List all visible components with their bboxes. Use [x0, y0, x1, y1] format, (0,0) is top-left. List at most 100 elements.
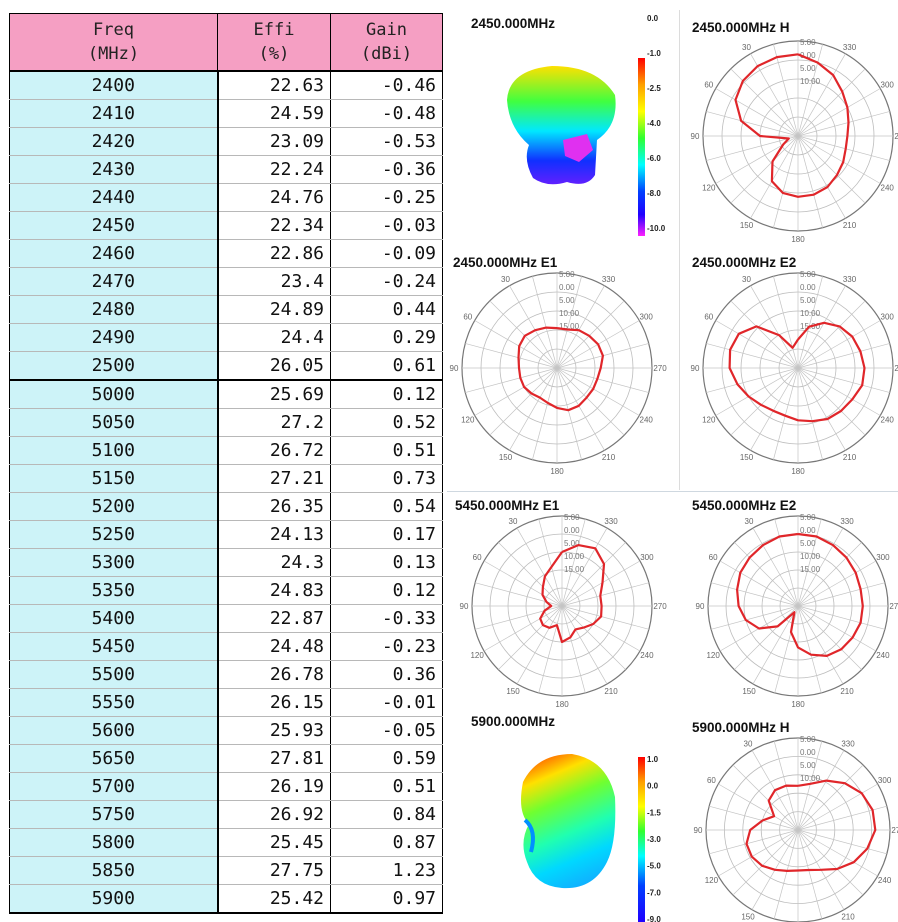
colorbar-ticks: 0.0 -1.0 -2.5 -4.0 -6.0 -8.0 -10.0 — [647, 14, 666, 233]
polar-spoke — [797, 605, 822, 694]
polar-spoke — [797, 829, 864, 896]
table-row: 5750 26.92 0.84 — [9, 800, 443, 829]
polar-spoke — [797, 44, 823, 137]
angle-label: 210 — [602, 453, 616, 462]
polar-spoke — [538, 518, 563, 607]
angle-label: 120 — [461, 416, 475, 425]
gain-cell: 0.52 — [330, 408, 443, 437]
polar-spoke — [732, 764, 799, 831]
pattern-trace — [517, 326, 604, 412]
gain-cell: 0.59 — [330, 744, 443, 773]
table-row: 2440 24.76 -0.25 — [9, 183, 443, 212]
polar-spoke — [750, 135, 799, 219]
angle-label: 300 — [881, 313, 895, 322]
polar-spoke — [750, 53, 799, 137]
polar-spoke — [797, 276, 823, 369]
freq-cell: 2480 — [9, 295, 219, 324]
panel-polar-5900-h: 5900.000MHz H 30 330 60 300 90 270 120 240 150 21… — [682, 712, 898, 922]
angle-label: 270 — [653, 602, 667, 611]
angle-label: 30 — [745, 517, 754, 526]
panel-3d-2450: 2450.000MHz 0.0 -1.0 -2.5 -4.0 -6.0 -8.0 -10.0 — [447, 10, 679, 245]
angle-label: 90 — [694, 826, 703, 835]
table-row: 5200 26.35 0.54 — [9, 492, 443, 521]
freq-cell: 5450 — [9, 632, 219, 661]
angle-label: 120 — [702, 416, 716, 425]
table-row: 2470 23.4 -0.24 — [9, 267, 443, 296]
polar-spoke — [797, 605, 886, 630]
panel-3d-5900: 5900.000MHz 1.0 0.0 -1.5 -3.0 -5.0 -7.0 -9.0 — [447, 712, 679, 922]
freq-cell: 5000 — [9, 379, 219, 409]
polar-spoke — [561, 527, 608, 607]
polar-spoke — [797, 783, 878, 831]
gain-cell: 0.13 — [330, 548, 443, 577]
effi-cell: 26.15 — [217, 688, 331, 717]
radial-tick-label: 10.00 — [559, 309, 580, 318]
pattern-trace — [736, 532, 864, 657]
polar-spoke — [706, 135, 799, 161]
angle-label: 90 — [691, 132, 700, 141]
effi-cell: 26.05 — [217, 351, 331, 381]
polar-spoke — [706, 111, 799, 137]
polar-spoke — [538, 605, 563, 694]
polar-spoke — [797, 829, 823, 919]
freq-cell: 2500 — [9, 351, 219, 381]
effi-cell: 25.69 — [217, 379, 331, 409]
radial-tick-label: 5.00 — [800, 539, 816, 548]
panel-polar-2450-e1: 2450.000MHz E1 30 330 60 300 90 270 120 240 150 2… — [447, 248, 679, 488]
effi-cell: 22.63 — [217, 71, 331, 100]
polar-spoke — [561, 542, 626, 607]
polar-spoke — [489, 300, 558, 369]
polar-spoke — [561, 605, 586, 694]
freq-cell: 5800 — [9, 828, 219, 857]
polar-spoke — [797, 53, 846, 137]
gain-cell: 0.61 — [330, 351, 443, 381]
pattern-trace — [728, 321, 866, 423]
polar-spoke — [483, 560, 563, 607]
polar-spoke — [556, 367, 582, 460]
angle-label: 270 — [891, 826, 898, 835]
effi-cell: 25.93 — [217, 716, 331, 745]
freq-cell: 2430 — [9, 155, 219, 184]
pattern-3d-2450: 0.0 -1.0 -2.5 -4.0 -6.0 -8.0 -10.0 — [507, 14, 666, 236]
polar-spoke — [709, 829, 799, 855]
polar-spoke — [709, 805, 799, 831]
gain-cell: -0.09 — [330, 239, 443, 268]
radial-tick-label: 5.00 — [559, 296, 575, 305]
effi-cell: 22.24 — [217, 155, 331, 184]
freq-cell: 5500 — [9, 660, 219, 689]
data-table: Freq (MHz) Effi (%) Gain (dBi) 2400 22.63 -0.… — [9, 13, 443, 914]
table-row: 5850 27.75 1.23 — [9, 856, 443, 885]
freq-cell: 5250 — [9, 520, 219, 549]
polar-spoke — [797, 367, 881, 416]
gain-cell: -0.23 — [330, 632, 443, 661]
gain-cell: 0.87 — [330, 828, 443, 857]
polar-spoke — [797, 741, 823, 831]
table-row: 2480 24.89 0.44 — [9, 295, 443, 324]
table-row: 5700 26.19 0.51 — [9, 772, 443, 801]
colorbar-tick-label: -5.0 — [647, 862, 661, 871]
polar-spoke — [718, 783, 799, 831]
radial-tick-label: 10.00 — [564, 552, 585, 561]
angle-label: 240 — [878, 876, 892, 885]
panel-polar-2450-e2: 2450.000MHz E2 30 330 60 300 90 270 120 240 150 2… — [682, 248, 898, 488]
polar-spoke — [719, 560, 799, 607]
freq-cell: 2470 — [9, 267, 219, 296]
angle-label: 120 — [706, 651, 720, 660]
polar-spoke — [750, 285, 799, 369]
polar-spoke — [797, 135, 823, 228]
angle-label: 150 — [740, 221, 754, 230]
pattern-trace — [539, 544, 606, 644]
polar-spoke — [715, 367, 799, 416]
gain-cell: -0.01 — [330, 688, 443, 717]
freq-cell: 5850 — [9, 856, 219, 885]
angle-label: 30 — [742, 275, 751, 284]
horizontal-divider — [447, 491, 898, 492]
polar-spoke — [556, 367, 649, 393]
angle-label: 30 — [742, 43, 751, 52]
polar-spoke — [797, 135, 890, 161]
angle-label: 270 — [653, 364, 667, 373]
angle-label: 240 — [640, 651, 654, 660]
angle-label: 30 — [501, 275, 510, 284]
polar-spoke — [797, 111, 890, 137]
polar-spoke — [556, 285, 605, 369]
